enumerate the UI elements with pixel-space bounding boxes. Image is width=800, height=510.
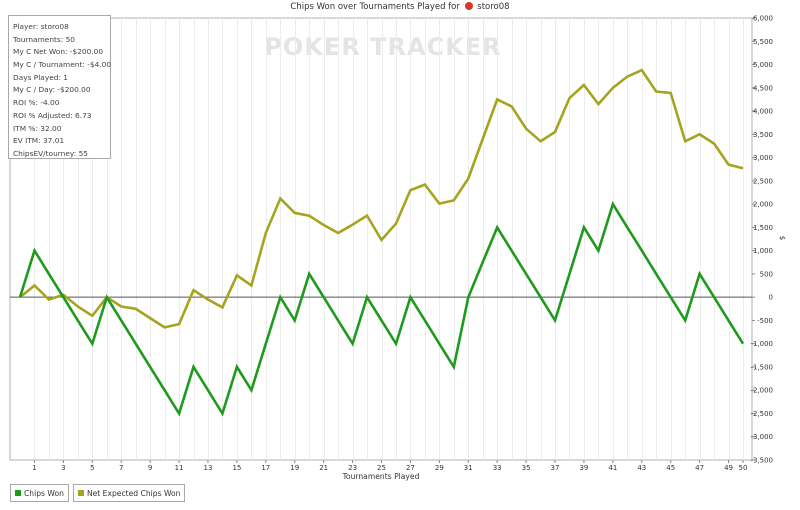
stat-line: Days Played: 1 <box>13 72 68 82</box>
chart-title: Chips Won over Tournaments Played for st… <box>0 1 800 13</box>
x-tick-label: 9 <box>148 464 152 472</box>
stat-line: EV ITM: 37.01 <box>13 136 65 146</box>
x-tick-label: 19 <box>290 464 299 472</box>
x-tick-label: 45 <box>666 464 675 472</box>
x-tick-label: 49 <box>724 464 733 472</box>
x-tick-label: 15 <box>232 464 241 472</box>
x-tick-label: 5 <box>90 464 94 472</box>
y-tick-label: -2,500 <box>750 410 773 418</box>
y-tick-label: 2,500 <box>753 177 773 185</box>
x-tick-label: 29 <box>435 464 444 472</box>
x-tick-label: 35 <box>522 464 531 472</box>
stat-line: ROI % Adjusted: 6.73 <box>13 110 92 120</box>
y-tick-label: 3,000 <box>753 154 773 162</box>
y-tick-label: -3,000 <box>750 433 773 441</box>
legend-item-net-expected[interactable]: Net Expected Chips Won <box>72 484 186 502</box>
y-tick-label: 1,000 <box>753 247 773 255</box>
series-line-net-expected-chips-won <box>19 68 744 329</box>
legend-swatch-chips-won <box>15 490 21 496</box>
stat-line: ITM %: 32.00 <box>13 123 62 133</box>
chart-title-text: Chips Won over Tournaments Played for <box>290 2 460 12</box>
y-tick-label: 5,500 <box>753 38 773 46</box>
y-tick-label: -3,500 <box>750 457 773 465</box>
legend-item-chips-won[interactable]: Chips Won <box>10 484 69 502</box>
x-tick-label: 25 <box>377 464 386 472</box>
y-tick-label: 3,500 <box>753 131 773 139</box>
x-tick-label: 47 <box>695 464 704 472</box>
stat-line: My C Net Won: -$200.00 <box>13 47 104 57</box>
stat-line: Tournaments: 50 <box>13 34 76 44</box>
x-tick-label: 3 <box>61 464 65 472</box>
y-tick-label: -1,000 <box>750 340 773 348</box>
legend: Chips Won Net Expected Chips Won <box>10 484 186 502</box>
stat-line: Player: storo08 <box>13 22 69 31</box>
y-tick-label: 2,000 <box>753 201 773 209</box>
legend-label-net-expected: Net Expected Chips Won <box>86 488 181 498</box>
x-tick-label: 50 <box>739 464 748 472</box>
x-tick-label: 43 <box>637 464 646 472</box>
x-tick-label: 27 <box>406 464 415 472</box>
y-tick-label: 0 <box>769 294 773 302</box>
y-tick-label: 500 <box>760 270 773 278</box>
y-axis-title: $ <box>778 236 786 240</box>
x-tick-label: 21 <box>319 464 328 472</box>
x-tick-label: 41 <box>608 464 617 472</box>
y-tick-label: 4,000 <box>753 108 773 116</box>
stats-box: Player: storo08 Tournaments: 50 My C Net W… <box>8 15 111 159</box>
y-tick-label: 1,500 <box>753 224 773 232</box>
y-tick-label: -2,000 <box>750 387 773 395</box>
x-tick-label: 11 <box>175 464 184 472</box>
stat-line: ROI %: -4.00 <box>13 98 60 108</box>
x-axis-title: Tournaments Played <box>342 472 420 481</box>
pokerstars-icon <box>464 2 473 10</box>
x-tick-label: 7 <box>119 464 123 472</box>
x-tick-label: 39 <box>579 464 588 472</box>
legend-swatch-net-expected <box>77 490 84 496</box>
x-tick-label: 33 <box>493 464 502 472</box>
y-tick-label: 6,000 <box>753 15 773 23</box>
stat-line: ChipsEV/tourney: 55 <box>13 148 88 158</box>
x-tick-label: 37 <box>551 464 560 472</box>
chart-title-player: storo08 <box>477 2 510 12</box>
x-tick-label: 31 <box>464 464 473 472</box>
x-tick-label: 23 <box>348 464 357 472</box>
series-line-chips-won <box>18 200 745 417</box>
x-tick-label: 13 <box>204 464 213 472</box>
stat-line: My C / Day: -$200.00 <box>13 85 91 95</box>
y-tick-label: -1,500 <box>750 363 773 371</box>
y-tick-label: -500 <box>757 317 773 325</box>
y-tick-label: 5,000 <box>753 61 773 69</box>
x-tick-label: 1 <box>32 464 36 472</box>
y-tick-label: 4,500 <box>753 84 773 92</box>
stat-line: My C / Tournament: -$4.00 <box>13 60 112 70</box>
x-tick-label: 17 <box>261 464 270 472</box>
legend-label-chips-won: Chips Won <box>24 488 64 498</box>
